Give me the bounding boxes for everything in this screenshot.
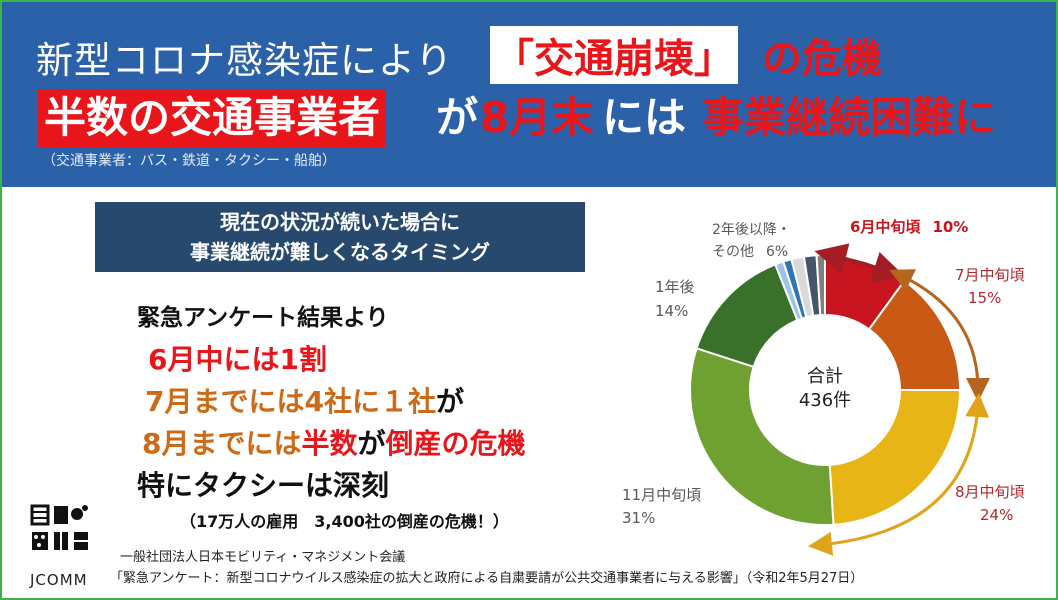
finding-august: 8月までには半数が倒産の危機 — [142, 422, 526, 462]
label-one-year: 1年後 — [655, 278, 695, 296]
finding-august-particle: が — [357, 427, 386, 460]
june-arrow — [814, 243, 906, 283]
logo-text: JCOMM — [30, 571, 88, 589]
title-note: （交通事業者：バス・鉄道・タクシー・船舶） — [42, 153, 336, 169]
finding-june: 6月中には1割 — [148, 343, 327, 376]
jcomm-logo-icon — [30, 504, 88, 550]
finding-taxi: 特にタクシーは深刻 — [137, 469, 390, 502]
survey-heading: 緊急アンケート結果より — [137, 305, 389, 331]
title-line2-month: 8月末 — [480, 93, 594, 142]
finding-taxi-note: （17万人の雇用 3,400社の倒産の危機！） — [180, 512, 509, 531]
value-november: 31% — [622, 509, 655, 527]
source-organization: 一般社団法人日本モビリティ・マネジメント会議 — [120, 550, 406, 565]
center-label-total: 合計 — [807, 366, 843, 387]
title-line2-particle: が — [436, 93, 479, 142]
title-highlight: 「交通崩壊」 — [490, 26, 738, 84]
finding-july-text: 7月までには4社に１社 — [145, 385, 436, 418]
headline-box: 現在の状況が続いた場合に 事業継続が難しくなるタイミング — [95, 202, 585, 272]
title-line2-end: 事業継続困難に — [702, 93, 997, 142]
label-august: 8月中旬頃 — [955, 483, 1025, 501]
july-arrow — [889, 269, 990, 402]
center-label-count: 436件 — [799, 390, 851, 411]
august-arrow — [808, 393, 990, 556]
donut-chart: 合計 436件 6月中旬頃 10% 7月中旬頃 15% 8月中旬頃 24% 11月… — [622, 218, 1025, 556]
headline-line1: 現在の状況が続いた場合に — [220, 210, 460, 234]
title-line2-red-box: 半数の交通事業者 — [38, 89, 387, 147]
value-august: 24% — [980, 506, 1013, 524]
title-banner: 新型コロナ感染症により 「交通崩壊」 の危機 半数の交通事業者 が 8月末 には… — [2, 2, 1056, 187]
label-november: 11月中旬頃 — [622, 486, 701, 504]
finding-august-text: 8月までには — [142, 427, 302, 460]
title-line1-end: の危機 — [762, 36, 882, 82]
value-july: 15% — [968, 289, 1001, 307]
label-other-2: その他 6% — [712, 244, 788, 260]
label-other: 2年後以降・ — [712, 222, 791, 238]
value-one-year: 14% — [655, 302, 688, 320]
label-july: 7月中旬頃 — [955, 266, 1025, 284]
source-citation: 「緊急アンケート：新型コロナウイルス感染症の拡大と政府による自粛要請が公共交通事… — [110, 571, 864, 586]
title-line1: 新型コロナ感染症により — [36, 39, 454, 82]
headline-line2: 事業継続が難しくなるタイミング — [190, 240, 490, 264]
finding-july-particle: が — [435, 385, 464, 418]
finding-july: 7月までには4社に１社が — [145, 380, 464, 420]
donut-slice-3 — [689, 347, 835, 526]
label-june: 6月中旬頃 10% — [850, 218, 968, 236]
finding-august-half: 半数 — [301, 427, 358, 460]
title-line2-particle2: には — [602, 93, 687, 142]
finding-august-crisis: 倒産の危機 — [385, 427, 526, 460]
